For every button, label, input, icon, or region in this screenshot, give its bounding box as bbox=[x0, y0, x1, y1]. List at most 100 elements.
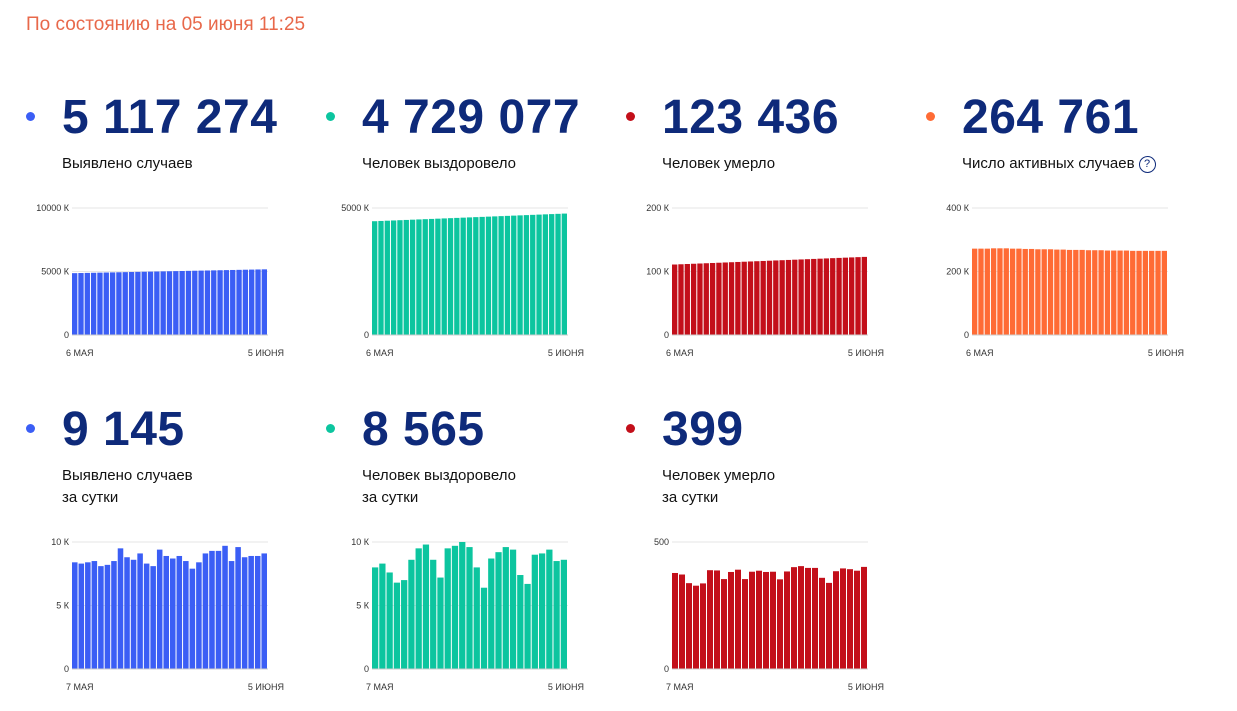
bar bbox=[185, 270, 192, 335]
bar bbox=[811, 258, 817, 335]
x-tick-label: 7 МАЯ bbox=[66, 682, 94, 692]
bar bbox=[709, 262, 716, 335]
bar bbox=[502, 547, 509, 669]
bar bbox=[1104, 250, 1111, 335]
series-dot bbox=[326, 424, 335, 433]
bar bbox=[228, 561, 235, 669]
series-dot bbox=[326, 112, 335, 121]
bar bbox=[693, 585, 699, 669]
stat-value: 264 761 bbox=[962, 91, 1140, 144]
bar bbox=[466, 547, 473, 669]
bar bbox=[422, 544, 430, 669]
bar bbox=[1073, 249, 1079, 335]
bar bbox=[1022, 248, 1028, 335]
bar bbox=[135, 271, 141, 335]
y-tick-label: 0 bbox=[664, 330, 669, 340]
bar bbox=[230, 269, 236, 335]
bar bbox=[1016, 248, 1022, 335]
x-tick-label: 7 МАЯ bbox=[666, 682, 694, 692]
bar bbox=[690, 263, 697, 335]
bar bbox=[401, 580, 408, 669]
bar bbox=[536, 214, 542, 335]
y-tick-label: 0 bbox=[664, 664, 669, 674]
as-of-date: По состоянию на 05 июня 11:25 bbox=[26, 14, 306, 35]
y-tick-label: 0 bbox=[64, 330, 69, 340]
bar bbox=[1085, 250, 1092, 335]
bar bbox=[437, 577, 444, 669]
bar bbox=[1136, 250, 1142, 335]
bar bbox=[773, 260, 779, 335]
bar bbox=[459, 542, 466, 669]
bar bbox=[509, 549, 517, 669]
bar bbox=[98, 566, 104, 669]
bar bbox=[170, 558, 176, 669]
bar bbox=[523, 215, 530, 335]
y-tick-label: 10 К bbox=[351, 537, 370, 547]
bar bbox=[488, 558, 495, 669]
bar bbox=[372, 567, 379, 669]
bar bbox=[217, 270, 223, 335]
bar bbox=[560, 559, 567, 669]
bar bbox=[1111, 250, 1117, 335]
bar bbox=[122, 272, 128, 335]
bar bbox=[678, 264, 684, 335]
bar bbox=[189, 568, 196, 669]
x-tick-label: 6 МАЯ bbox=[366, 348, 394, 358]
bar bbox=[686, 583, 692, 669]
bar bbox=[812, 567, 818, 669]
bar bbox=[524, 583, 531, 669]
bar bbox=[393, 582, 401, 669]
bar bbox=[386, 572, 393, 669]
bar bbox=[209, 550, 215, 669]
help-icon[interactable]: ? bbox=[1138, 156, 1156, 173]
bar bbox=[444, 548, 451, 669]
y-tick-label: 0 bbox=[364, 664, 369, 674]
bar bbox=[1142, 250, 1149, 335]
bar bbox=[416, 219, 422, 335]
bar bbox=[756, 570, 762, 669]
bar bbox=[1079, 249, 1085, 335]
bar bbox=[248, 555, 254, 669]
bar bbox=[198, 270, 204, 335]
y-tick-label: 5 К bbox=[356, 601, 370, 611]
x-tick-label: 5 ИЮНЯ bbox=[848, 348, 884, 358]
bar bbox=[1066, 249, 1073, 335]
bar bbox=[372, 221, 378, 335]
bar bbox=[735, 569, 741, 669]
bar bbox=[255, 269, 261, 335]
bar bbox=[1009, 248, 1016, 335]
bar bbox=[485, 216, 492, 335]
bar bbox=[156, 549, 163, 669]
bar bbox=[408, 559, 415, 669]
bar bbox=[830, 258, 836, 335]
bar bbox=[684, 264, 690, 335]
stat-value: 5 117 274 bbox=[62, 91, 278, 144]
bar bbox=[441, 218, 447, 335]
bar bbox=[1161, 250, 1167, 335]
bar bbox=[553, 561, 560, 669]
bar bbox=[451, 545, 459, 669]
bar bbox=[117, 548, 124, 669]
bar bbox=[791, 567, 797, 669]
series-dot bbox=[26, 112, 35, 121]
bar bbox=[130, 559, 137, 669]
bar bbox=[747, 261, 754, 335]
bar bbox=[109, 272, 116, 335]
stat-label: Человек умерло за сутки bbox=[662, 467, 776, 506]
bar bbox=[785, 259, 792, 335]
bar bbox=[972, 248, 978, 335]
bar bbox=[466, 217, 473, 335]
bar bbox=[1092, 250, 1098, 335]
bar bbox=[777, 579, 783, 669]
bar bbox=[192, 270, 198, 335]
bar bbox=[714, 570, 720, 669]
bar bbox=[805, 567, 811, 669]
bar bbox=[833, 571, 839, 669]
bar bbox=[495, 552, 502, 669]
y-tick-label: 100 К bbox=[646, 267, 670, 277]
y-tick-label: 5000 К bbox=[41, 267, 70, 277]
bar bbox=[103, 272, 109, 335]
bar bbox=[819, 577, 825, 669]
x-tick-label: 6 МАЯ bbox=[666, 348, 694, 358]
bar bbox=[422, 219, 428, 335]
